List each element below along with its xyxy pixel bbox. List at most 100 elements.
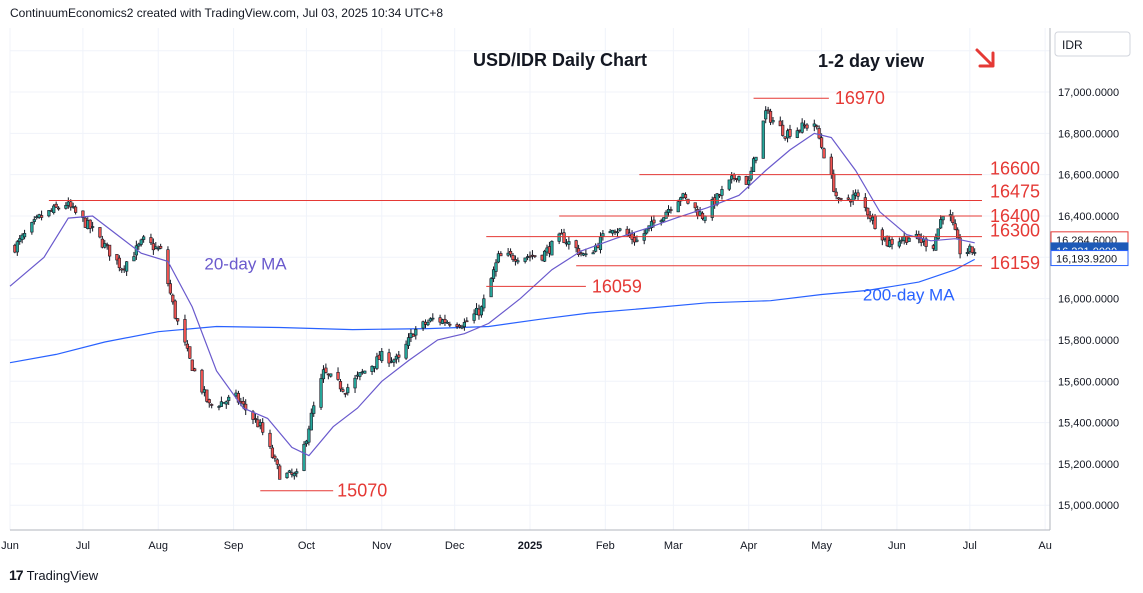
- candle-body: [953, 223, 957, 230]
- candle-body: [370, 365, 374, 372]
- candle-body: [117, 257, 121, 269]
- y-tick-label: 16,400.0000: [1058, 211, 1119, 223]
- candle-body: [166, 249, 170, 284]
- x-tick-label: Apr: [740, 540, 757, 552]
- candle-body: [482, 298, 486, 309]
- candle-body: [574, 240, 578, 249]
- y-tick-label: 17,000.0000: [1058, 87, 1119, 99]
- candle-body: [873, 215, 877, 229]
- candle-body: [618, 228, 622, 231]
- candle-body: [428, 318, 432, 322]
- candle-body: [268, 432, 272, 447]
- x-tick-label: Jun: [1, 540, 19, 552]
- candle-body: [465, 320, 469, 323]
- candle-body: [727, 179, 731, 190]
- candle-body: [353, 377, 357, 389]
- y-tick-label: 16,800.0000: [1058, 128, 1119, 140]
- chart-title: USD/IDR Daily Chart: [473, 50, 647, 70]
- candle-body: [965, 252, 969, 254]
- candle-body: [941, 216, 945, 221]
- candle-body: [528, 255, 532, 258]
- candle-body: [159, 245, 163, 249]
- y-tick-label: 15,000.0000: [1058, 500, 1119, 512]
- candle-body: [443, 318, 447, 323]
- candle-body: [142, 236, 146, 240]
- candle-body: [392, 359, 396, 363]
- candle-body: [47, 210, 51, 217]
- ma20-line-layer: [9, 132, 975, 457]
- candle-body: [394, 355, 398, 360]
- candle-body: [645, 228, 649, 234]
- candle-body: [397, 354, 401, 358]
- candle-body: [183, 319, 187, 343]
- candle-body: [479, 306, 484, 316]
- candle-body: [934, 236, 938, 251]
- x-tick-label: Jun: [888, 540, 906, 552]
- candle-body: [795, 130, 799, 138]
- candle-body: [39, 215, 44, 218]
- candle-body: [788, 129, 792, 137]
- candle-body: [462, 322, 466, 327]
- candle-body: [338, 381, 343, 390]
- y-tick-label: 16,600.0000: [1058, 170, 1119, 182]
- x-tick-label: May: [811, 540, 832, 552]
- candle-body: [951, 215, 955, 223]
- candle-body: [445, 322, 449, 324]
- level-label-16159: 16159: [990, 253, 1040, 273]
- candle-body: [431, 317, 435, 320]
- currency-label: IDR: [1062, 38, 1083, 52]
- candle-body: [747, 179, 751, 185]
- candle-body: [149, 237, 153, 244]
- x-tick-label: Dec: [445, 540, 465, 552]
- level-label-16300: 16300: [990, 221, 1040, 241]
- y-tick-label: 15,400.0000: [1058, 418, 1119, 430]
- candle-body: [139, 239, 143, 245]
- candle-body: [329, 373, 333, 377]
- candle-body: [52, 205, 56, 213]
- ma200-line-layer: [9, 258, 975, 364]
- candle-body: [387, 352, 391, 364]
- candle-body: [683, 194, 688, 199]
- candle-body: [819, 137, 824, 148]
- y-tick-label: 15,600.0000: [1058, 376, 1119, 388]
- candles-layer: [13, 106, 977, 480]
- candle-body: [363, 370, 367, 374]
- x-tick-label: Sep: [224, 540, 244, 552]
- candle-body: [406, 337, 411, 346]
- candle-body: [936, 228, 940, 240]
- candle-body: [426, 321, 430, 326]
- candle-body: [513, 259, 518, 262]
- candle-body: [754, 156, 758, 161]
- candle-body: [74, 206, 78, 213]
- candle-body: [863, 197, 867, 208]
- candle-body: [292, 473, 296, 477]
- candle-body: [270, 447, 275, 458]
- ma200-line: [9, 258, 975, 364]
- x-tick-label: Jul: [76, 540, 90, 552]
- candle-body: [662, 217, 666, 222]
- candle-body: [108, 244, 112, 257]
- level-label-16600: 16600: [990, 159, 1040, 179]
- candle-body: [421, 321, 425, 329]
- candle-body: [511, 254, 515, 261]
- tradingview-logo[interactable]: 17 TradingView: [9, 567, 98, 583]
- candle-body: [241, 400, 245, 405]
- candle-body: [652, 219, 656, 224]
- candle-body: [523, 257, 527, 262]
- candle-body: [302, 443, 306, 471]
- candle-body: [737, 176, 741, 181]
- candle-body: [343, 392, 347, 395]
- ma20-line: [9, 132, 975, 457]
- series-label: 200-day MA: [863, 286, 955, 305]
- y-tick-label: 15,200.0000: [1058, 459, 1119, 471]
- candle-body: [307, 428, 311, 443]
- candle-body: [635, 239, 639, 242]
- candle-body: [956, 229, 960, 239]
- candle-body: [686, 198, 690, 204]
- chart-credit: ContinuumEconomics2 created with Trading…: [10, 6, 444, 20]
- candle-body: [491, 269, 496, 279]
- candle-body: [275, 459, 279, 465]
- series-label: 20-day MA: [204, 255, 287, 274]
- x-tick-label: Nov: [372, 540, 392, 552]
